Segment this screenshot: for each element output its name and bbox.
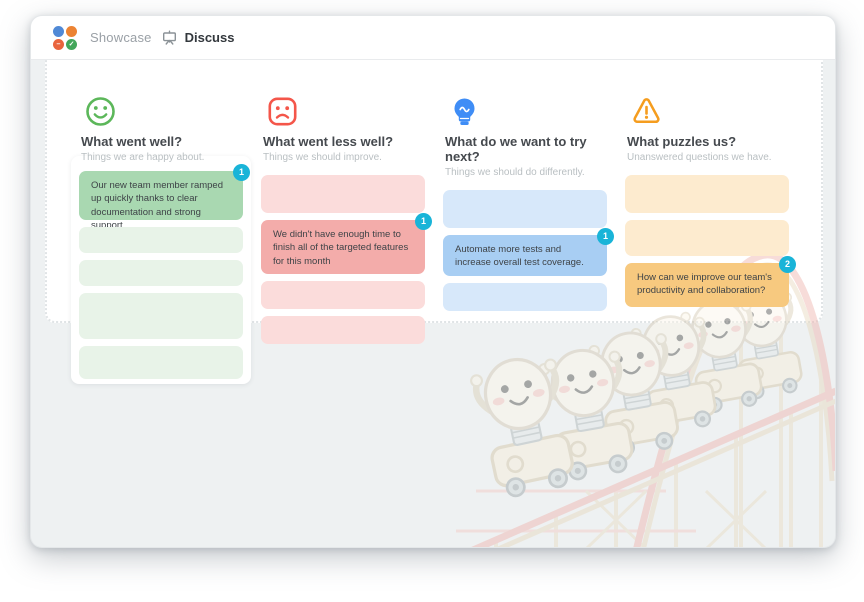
empty-note-slot[interactable] [443, 190, 607, 228]
column-subtitle: Things we are happy about. [81, 152, 205, 163]
card-list: We didn't have enough time to finish all… [261, 175, 432, 344]
card-list: How can we improve our team's productivi… [625, 175, 796, 307]
board-columns: What went well? Things we are happy abou… [79, 96, 796, 379]
lightbulb-icon [454, 98, 475, 125]
column-went-well: What went well? Things we are happy abou… [79, 96, 250, 379]
retro-note[interactable]: We didn't have enough time to finish all… [261, 213, 432, 274]
top-header: – ✓ Showcase Discuss [31, 16, 835, 60]
column-subtitle: Things we should do differently. [445, 167, 585, 178]
logo-dot-blue [53, 25, 64, 37]
app-name: Showcase [90, 30, 152, 45]
logo-dot-green: ✓ [66, 38, 77, 50]
vote-badge[interactable]: 2 [779, 256, 796, 273]
empty-note-slot[interactable] [261, 175, 425, 213]
vote-badge[interactable]: 1 [597, 228, 614, 245]
warning-triangle-icon [633, 98, 660, 124]
empty-note-slot[interactable] [443, 282, 607, 311]
empty-note-slot[interactable] [79, 346, 243, 379]
empty-note-slot[interactable] [79, 260, 243, 286]
sad-face-icon [268, 97, 297, 126]
empty-note-slot[interactable] [79, 293, 243, 339]
retro-note[interactable]: Our new team member ramped up quickly th… [79, 164, 250, 231]
retro-note[interactable]: How can we improve our team's productivi… [625, 256, 796, 307]
card-list: Our new team member ramped up quickly th… [79, 164, 250, 379]
column-went-less-well: What went less well? Things we should im… [261, 96, 432, 379]
logo-dot-red: – [53, 38, 64, 50]
column-title: What went well? [81, 134, 183, 149]
column-title: What went less well? [263, 134, 394, 149]
column-subtitle: Things we should improve. [263, 152, 382, 163]
column-try-next: What do we want to try next? Things we s… [443, 96, 614, 379]
app-window: – ✓ Showcase Discuss [30, 15, 836, 548]
empty-note-slot[interactable] [625, 220, 789, 256]
app-logo-icon[interactable]: – ✓ [53, 25, 77, 50]
empty-note-slot[interactable] [79, 227, 243, 253]
column-title: What do we want to try next? [445, 134, 587, 164]
retro-note[interactable]: Automate more tests and increase overall… [443, 228, 614, 276]
smiley-happy-icon [86, 97, 115, 126]
empty-note-slot[interactable] [625, 175, 789, 213]
logo-dot-orange [66, 25, 77, 37]
card-list: Automate more tests and increase overall… [443, 190, 614, 311]
empty-note-slot[interactable] [261, 280, 425, 309]
column-subtitle: Unanswered questions we have. [627, 152, 772, 163]
presentation-screen-icon [162, 30, 177, 45]
column-title: What puzzles us? [627, 134, 737, 149]
vote-badge[interactable]: 1 [233, 164, 250, 181]
empty-note-slot[interactable] [261, 315, 425, 344]
page-title: Discuss [184, 30, 235, 45]
vote-badge[interactable]: 1 [415, 213, 432, 230]
column-puzzles-us: What puzzles us? Unanswered questions we… [625, 96, 796, 379]
